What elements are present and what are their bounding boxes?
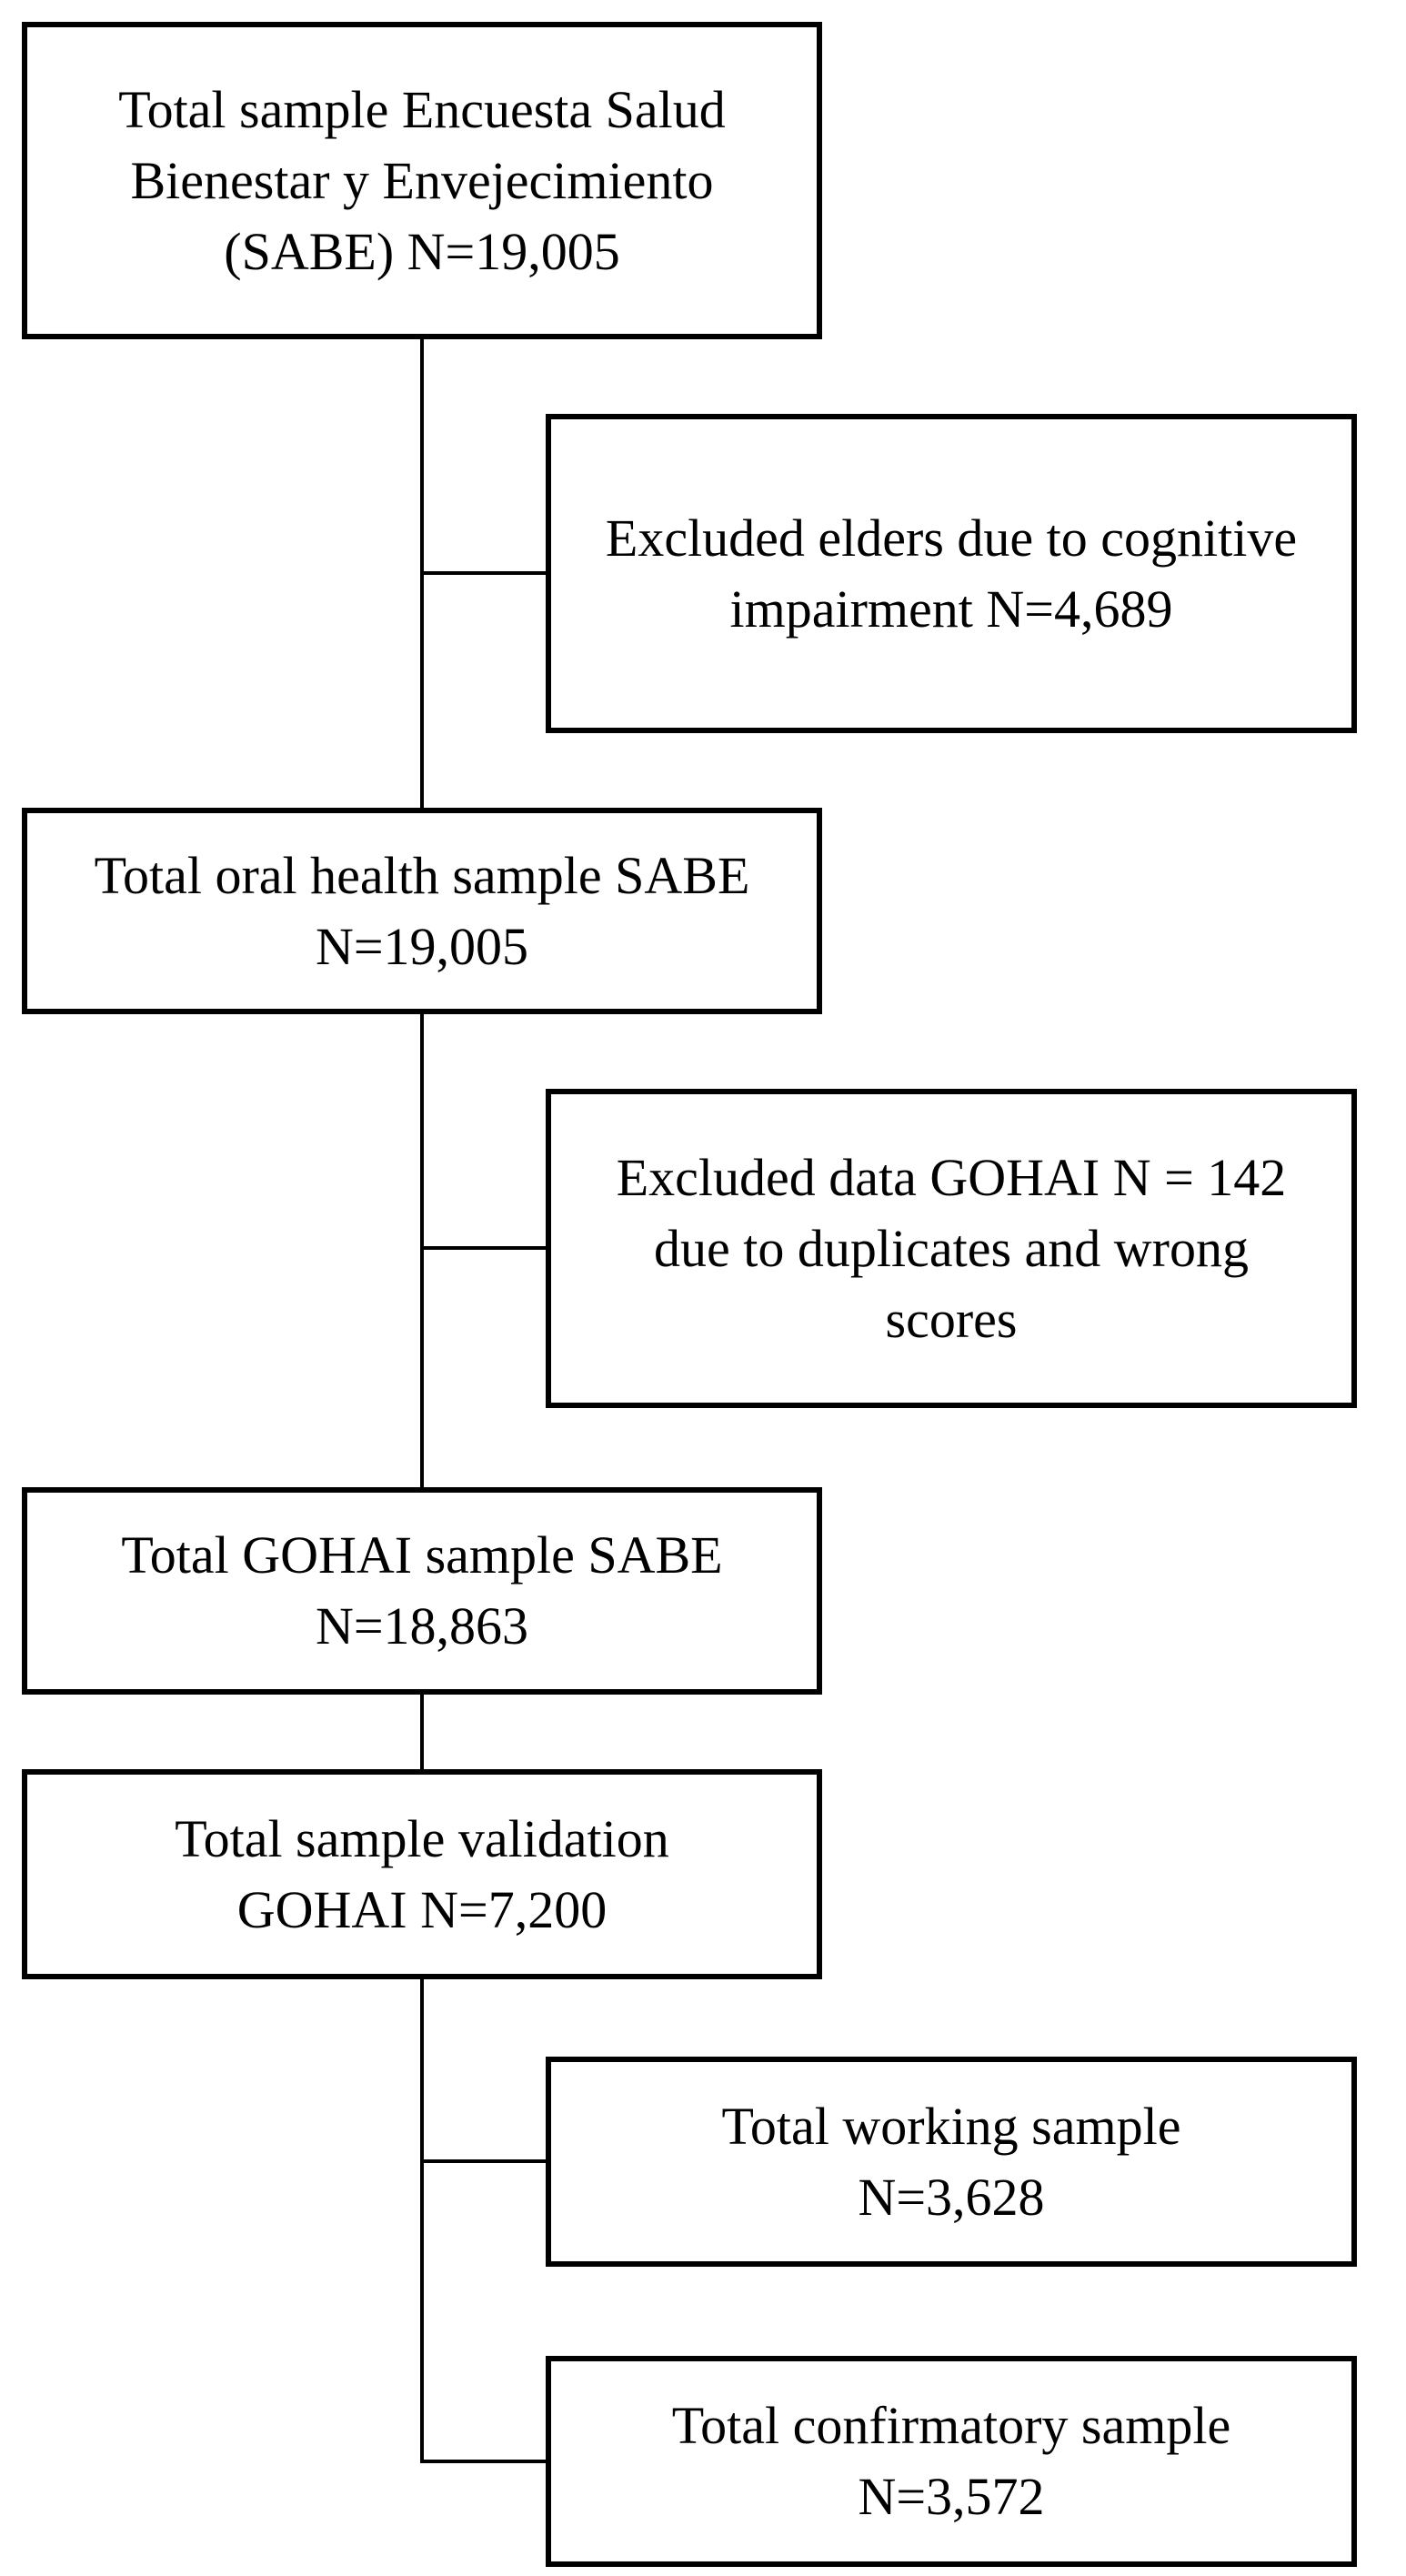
box-text-line: N=18,863 <box>315 1596 529 1655</box>
flow-box-total-sample-sabe: Total sample Encuesta Salud Bienestar y … <box>22 22 822 339</box>
box-text-line: N=3,572 <box>858 2467 1045 2526</box>
flow-box-total-gohai-sample: Total GOHAI sample SABE N=18,863 <box>22 1487 822 1695</box>
box-text-line: scores <box>885 1289 1018 1349</box>
connector-branch-excluded-cognitive <box>422 571 546 575</box>
box-text-line: impairment N=4,689 <box>729 579 1173 639</box>
connector-box3-to-box5 <box>420 1014 424 1487</box>
flow-box-total-oral-health-sample: Total oral health sample SABE N=19,005 <box>22 808 822 1014</box>
flow-box-excluded-gohai-data: Excluded data GOHAI N = 142 due to dupli… <box>546 1089 1357 1408</box>
flow-box-text: Excluded data GOHAI N = 142 due to dupli… <box>617 1142 1287 1355</box>
connector-branch-confirmatory-sample <box>422 2460 546 2463</box>
box-text-line: Total confirmatory sample <box>671 2396 1231 2455</box>
box-text-line: Excluded data GOHAI N = 142 <box>616 1147 1287 1207</box>
connector-branch-excluded-gohai <box>422 1246 546 1250</box>
flow-box-total-working-sample: Total working sample N=3,628 <box>546 2057 1357 2267</box>
connector-box5-to-box6 <box>420 1695 424 1769</box>
connector-branch-working-sample <box>422 2159 546 2163</box>
flow-box-text: Total sample Encuesta Salud Bienestar y … <box>118 75 726 287</box>
flow-box-text: Total working sample N=3,628 <box>722 2091 1181 2233</box>
flow-box-total-sample-validation: Total sample validation GOHAI N=7,200 <box>22 1769 822 1979</box>
box-text-line: N=3,628 <box>858 2167 1045 2227</box>
box-text-line: due to duplicates and wrong <box>654 1218 1249 1278</box>
box-text-line: (SABE) N=19,005 <box>224 221 620 281</box>
connector-box6-to-branches <box>420 1979 424 2463</box>
box-text-line: GOHAI N=7,200 <box>236 1879 608 1939</box>
box-text-line: Total sample Encuesta Salud <box>118 79 726 139</box>
flow-box-text: Total oral health sample SABE N=19,005 <box>95 840 750 982</box>
box-text-line: Total sample validation <box>175 1808 669 1868</box>
flow-box-excluded-cognitive-impairment: Excluded elders due to cognitive impairm… <box>546 414 1357 733</box>
flow-box-text: Excluded elders due to cognitive impairm… <box>606 503 1297 645</box>
box-text-line: Total oral health sample SABE <box>94 845 750 905</box>
flow-box-text: Total confirmatory sample N=3,572 <box>672 2390 1230 2532</box>
box-text-line: Total GOHAI sample SABE <box>121 1525 723 1585</box>
box-text-line: Total working sample <box>721 2096 1181 2156</box>
flow-box-total-confirmatory-sample: Total confirmatory sample N=3,572 <box>546 2356 1357 2567</box>
box-text-line: Excluded elders due to cognitive <box>605 508 1298 568</box>
flow-box-text: Total sample validation GOHAI N=7,200 <box>175 1804 669 1946</box>
box-text-line: N=19,005 <box>315 916 529 976</box>
flow-box-text: Total GOHAI sample SABE N=18,863 <box>121 1520 722 1662</box>
box-text-line: Bienestar y Envejecimiento <box>130 150 714 210</box>
